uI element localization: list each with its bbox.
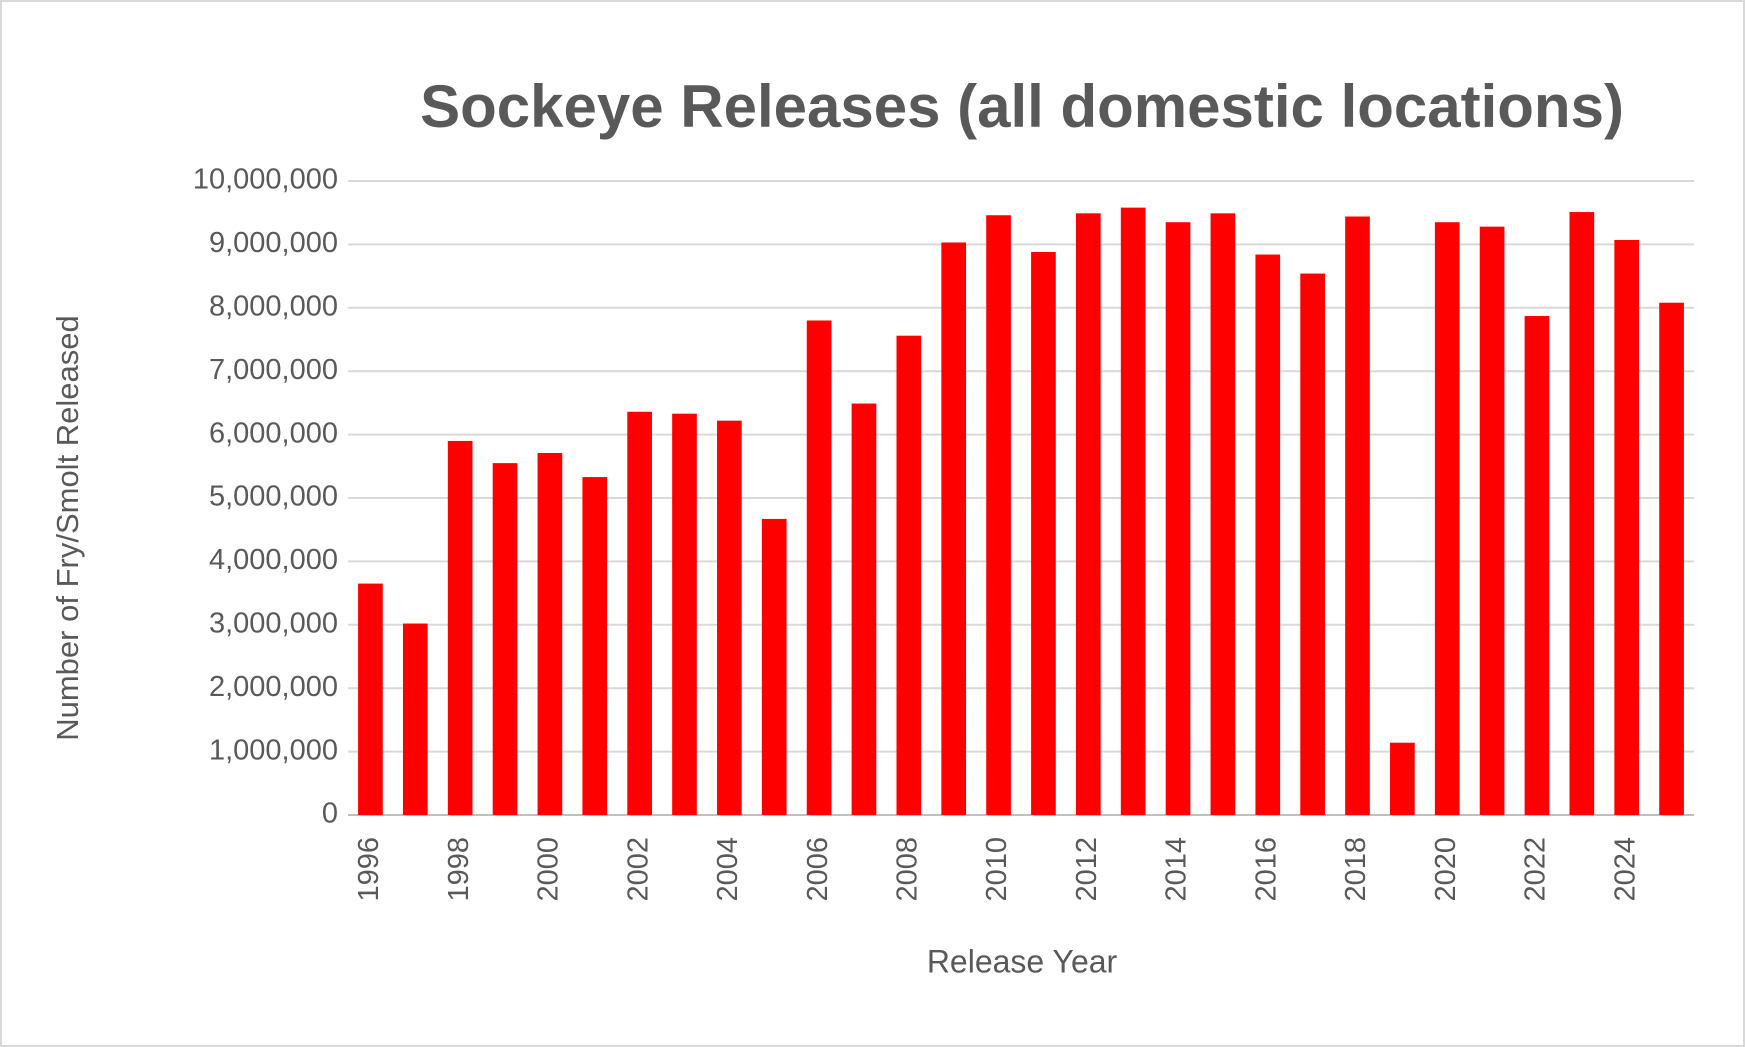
bar xyxy=(1434,222,1460,815)
bar xyxy=(582,477,608,815)
bar xyxy=(1165,222,1191,815)
bar xyxy=(1659,302,1684,815)
y-tick-label: 8,000,000 xyxy=(209,290,338,322)
x-tick-label: 1998 xyxy=(443,837,475,902)
bar xyxy=(627,411,652,815)
bar xyxy=(896,335,922,815)
y-tick-label: 2,000,000 xyxy=(209,671,338,703)
y-tick-label: 1,000,000 xyxy=(209,734,338,766)
bar xyxy=(1390,742,1415,815)
y-tick-label: 10,000,000 xyxy=(193,164,338,196)
chart-title: Sockeye Releases (all domestic locations… xyxy=(420,73,1624,140)
x-tick-label: 1996 xyxy=(353,837,385,902)
x-tick-label: 2014 xyxy=(1161,837,1193,902)
x-axis-title: Release Year xyxy=(927,943,1118,979)
bar xyxy=(717,420,742,815)
y-tick-label: 7,000,000 xyxy=(209,354,338,386)
y-tick-label: 0 xyxy=(322,798,338,830)
bar xyxy=(537,452,563,815)
x-tick-label: 2018 xyxy=(1340,837,1372,902)
bar xyxy=(1614,239,1640,815)
bar xyxy=(941,242,967,816)
bar xyxy=(402,623,428,815)
x-tick-label: 2002 xyxy=(622,837,654,902)
bar xyxy=(1031,252,1056,815)
x-tick-label: 2000 xyxy=(533,837,565,902)
x-tick-label: 2012 xyxy=(1071,837,1103,902)
y-tick-label: 5,000,000 xyxy=(209,481,338,513)
x-tick-label: 2016 xyxy=(1250,837,1282,902)
bar xyxy=(1120,207,1146,816)
y-axis-title: Number of Fry/Smolt Released xyxy=(50,315,85,741)
bar xyxy=(447,440,473,815)
bar xyxy=(1345,216,1370,815)
bar xyxy=(1569,212,1595,816)
bar xyxy=(672,413,697,815)
bar xyxy=(1479,226,1505,815)
bar xyxy=(806,320,832,815)
bar xyxy=(358,583,383,815)
bar xyxy=(761,518,787,815)
bar xyxy=(851,403,877,815)
x-tick-label: 2020 xyxy=(1430,837,1462,902)
bar xyxy=(986,215,1011,816)
bar xyxy=(1524,316,1550,815)
bar xyxy=(492,463,518,815)
bar xyxy=(1210,213,1236,816)
y-tick-label: 6,000,000 xyxy=(209,417,338,449)
x-tick-label: 2024 xyxy=(1609,837,1641,902)
x-tick-label: 2010 xyxy=(981,837,1013,902)
bar xyxy=(1075,213,1101,816)
bar xyxy=(1300,273,1325,816)
x-tick-label: 2006 xyxy=(802,837,834,902)
y-tick-label: 9,000,000 xyxy=(209,227,338,259)
y-tick-label: 3,000,000 xyxy=(209,607,338,639)
y-tick-label: 4,000,000 xyxy=(209,544,338,576)
x-tick-label: 2008 xyxy=(891,837,923,902)
x-tick-label: 2004 xyxy=(712,837,744,902)
bar xyxy=(1255,254,1281,815)
x-tick-label: 2022 xyxy=(1520,837,1552,902)
